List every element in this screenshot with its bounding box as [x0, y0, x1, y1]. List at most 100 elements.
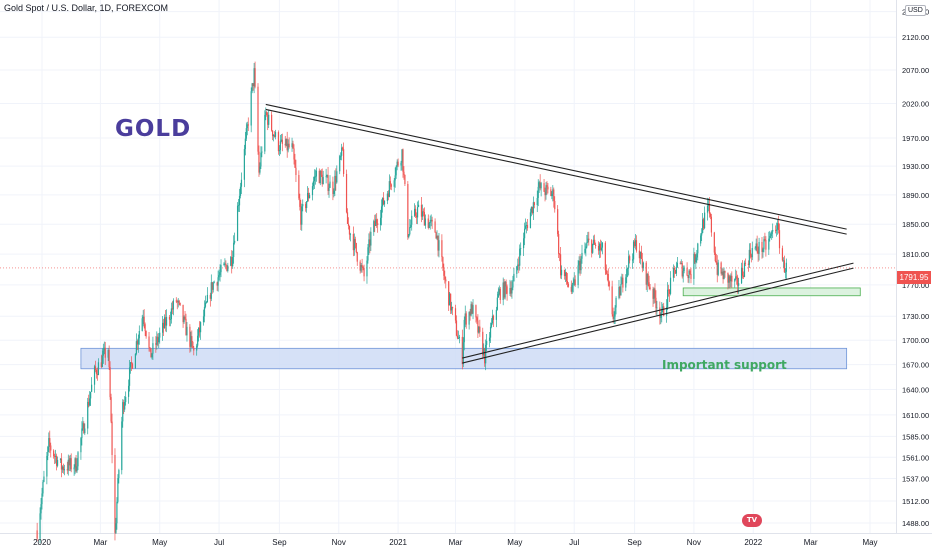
- candle-body: [178, 300, 180, 303]
- price-tick-label: 2070.00: [902, 66, 929, 75]
- candle-body: [573, 279, 575, 283]
- candle-body: [461, 336, 463, 365]
- candle-body: [747, 263, 749, 265]
- candle-body: [203, 306, 206, 317]
- candle-body: [421, 211, 424, 217]
- candle-body: [136, 341, 138, 345]
- candle-body: [688, 270, 690, 279]
- candle-body: [523, 228, 526, 239]
- candle-body: [271, 114, 273, 131]
- price-tick-label: 1810.00: [902, 250, 929, 259]
- candle-body: [311, 186, 314, 196]
- trendlines[interactable]: [265, 103, 854, 364]
- candle-body: [736, 276, 738, 278]
- candle-body: [552, 189, 554, 195]
- candle-body: [156, 336, 158, 345]
- candle-body: [159, 332, 161, 338]
- candle-body: [211, 282, 213, 290]
- candle-body: [469, 312, 471, 316]
- tradingview-logo[interactable]: TV: [742, 514, 762, 527]
- candle-body: [77, 452, 79, 467]
- time-tick-label: 2022: [744, 538, 762, 547]
- candle-body: [450, 293, 452, 311]
- candle-body: [565, 272, 568, 281]
- candle-body: [550, 189, 552, 196]
- candle-body: [131, 363, 134, 369]
- candle-body: [655, 297, 657, 309]
- candle-body: [502, 282, 504, 300]
- candle-body: [411, 215, 413, 225]
- candle-body: [518, 264, 520, 266]
- candle-body: [360, 264, 362, 271]
- candle-body: [240, 179, 243, 187]
- candle-body: [202, 316, 205, 323]
- candle-body: [540, 183, 542, 189]
- candle-body: [404, 174, 406, 184]
- candle-body: [103, 347, 105, 351]
- candle-body: [531, 206, 533, 214]
- candle-body: [280, 139, 282, 142]
- candle-body: [197, 335, 199, 346]
- candle-body: [757, 250, 759, 254]
- time-axis[interactable]: 2020 Mar May Jul Sep Nov 2021 Mar May Jul Sep Nov 20…: [33, 538, 877, 547]
- candle-body: [462, 342, 464, 365]
- candle-body: [143, 316, 145, 325]
- candle-body: [93, 366, 96, 385]
- candle-body: [102, 350, 104, 356]
- candle-body: [118, 470, 120, 479]
- candle-body: [312, 181, 315, 187]
- candle-body: [669, 277, 672, 294]
- lower-support-trendline[interactable]: [462, 267, 854, 364]
- candle-body: [230, 257, 232, 266]
- candle-body: [353, 238, 355, 251]
- candle-body: [320, 170, 322, 175]
- candle-body: [415, 215, 418, 218]
- candle-body: [680, 262, 682, 264]
- price-axis[interactable]: 1488.00 1512.00 1537.00 1561.00 1585.00 1610.…: [902, 0, 929, 528]
- candle-body: [668, 289, 671, 294]
- candle-body: [495, 309, 497, 320]
- candle-body: [727, 272, 729, 283]
- candle-body: [47, 446, 49, 456]
- candle-body: [420, 204, 423, 217]
- candle-body: [177, 300, 179, 302]
- candle-body: [220, 265, 222, 273]
- candle-body: [483, 348, 485, 356]
- near-support-zone[interactable]: [682, 287, 861, 297]
- candle-body: [334, 175, 336, 191]
- candle-body: [210, 282, 212, 299]
- candle-body: [165, 317, 168, 326]
- lower-support-trendline[interactable]: [462, 262, 854, 359]
- candle-body: [606, 273, 608, 275]
- candle-body: [728, 276, 730, 283]
- candle-body: [158, 337, 160, 343]
- candle-body: [137, 338, 139, 345]
- candle-body: [538, 182, 540, 187]
- upper-resistance-trendline[interactable]: [265, 103, 847, 230]
- important-support-label: Important support: [662, 358, 787, 372]
- candle-body: [442, 257, 444, 268]
- candle-body: [762, 249, 764, 252]
- candle-body: [271, 130, 274, 137]
- candle-body: [108, 349, 110, 368]
- candle-body: [509, 287, 511, 294]
- candle-body: [458, 336, 461, 339]
- candle-body: [257, 86, 259, 152]
- candle-body: [539, 182, 541, 189]
- candle-body: [231, 257, 233, 267]
- candle-body: [594, 239, 596, 245]
- candle-body: [237, 205, 240, 207]
- upper-resistance-trendline[interactable]: [265, 108, 847, 235]
- candle-body: [580, 258, 582, 271]
- candle-body: [383, 200, 386, 205]
- candle-body: [134, 353, 137, 369]
- candle-body: [375, 219, 377, 227]
- candle-body: [641, 259, 643, 269]
- candle-body: [96, 373, 99, 375]
- candle-body: [635, 240, 638, 251]
- candle-body: [679, 262, 681, 264]
- price-tick-label: 1488.00: [902, 519, 929, 528]
- currency-badge[interactable]: USD: [905, 5, 926, 16]
- candle-body: [645, 262, 647, 285]
